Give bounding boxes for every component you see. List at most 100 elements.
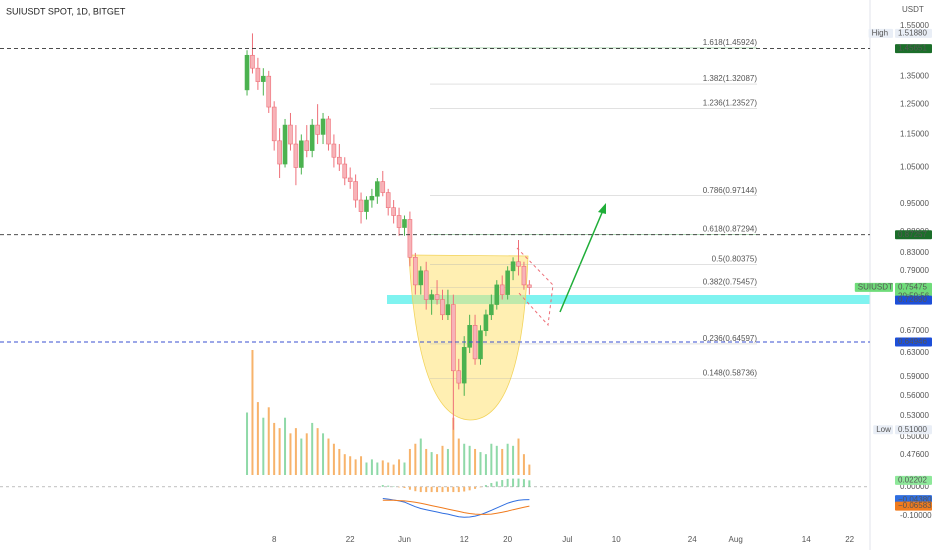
x-tick-label: 22 (346, 535, 355, 544)
volume-bar (370, 459, 373, 475)
price-label: 0.64946 (898, 337, 927, 346)
volume-bar (430, 452, 433, 475)
volume-bar (332, 443, 335, 475)
volume-bar (490, 443, 493, 475)
x-tick-label: 20 (503, 535, 512, 544)
volume-bar (512, 445, 515, 475)
candle-body (413, 256, 418, 286)
candle-body (375, 181, 380, 197)
macd-hist (484, 485, 487, 487)
candle-body (478, 330, 483, 360)
candle-body (407, 219, 413, 258)
y-tick-label: 0.50000 (900, 432, 929, 441)
macd-hist (387, 485, 390, 487)
macd-hist (479, 486, 482, 488)
price-tag-box (868, 28, 893, 38)
x-tick-label: Aug (729, 535, 743, 544)
y-tick-label: 0.56000 (900, 391, 929, 400)
fib-label: 1.236(1.23527) (703, 99, 758, 108)
fib-label: 1.618(1.45924) (703, 38, 758, 47)
price-box (895, 230, 932, 240)
volume-bar (256, 402, 259, 475)
candle-body (445, 304, 451, 316)
candle-body (331, 143, 337, 158)
price-box (895, 425, 932, 435)
candle-body (364, 199, 369, 212)
candle-body (483, 314, 489, 331)
candle-body (494, 284, 500, 305)
price-label: 0.87257 (898, 230, 927, 239)
volume-bar (425, 448, 428, 475)
candle-body (418, 270, 424, 286)
volume-bar (322, 433, 325, 475)
fib-label: 0.786(0.97144) (703, 186, 758, 195)
price-tag-box (873, 425, 893, 435)
candle-body (250, 54, 255, 69)
y-tick-label: 0.79000 (900, 266, 929, 275)
support-zone (387, 295, 870, 304)
y-tick-label: 0.95000 (900, 199, 929, 208)
candle-body (516, 261, 521, 267)
y-tick-label: 0.47600 (900, 450, 929, 459)
macd-hist (512, 478, 515, 487)
candle-body (358, 199, 364, 212)
y-tick-label: 1.25000 (900, 99, 929, 108)
candle-body (391, 207, 396, 216)
price-tag: High (872, 28, 888, 37)
candle-body (337, 156, 342, 165)
volume-bar (381, 460, 384, 475)
macd-hist (419, 486, 422, 493)
candle-body (521, 265, 527, 286)
volume-bar (262, 417, 265, 475)
candle-body (385, 192, 391, 208)
price-box (895, 501, 932, 511)
macd-hist (528, 480, 531, 487)
x-tick-label: 8 (272, 535, 277, 544)
y-tick-label: 0.53000 (900, 411, 929, 420)
macd-line (382, 498, 530, 518)
price-box (895, 44, 932, 54)
volume-bar (501, 448, 504, 475)
candle-body (527, 284, 532, 288)
volume-bar (365, 462, 368, 475)
volume-bar (474, 448, 477, 475)
volume-bar (403, 462, 406, 475)
candle-body (489, 304, 494, 316)
macd-hist (425, 486, 428, 493)
macd-hist (517, 478, 520, 487)
candle-body (461, 347, 467, 384)
candle-body (380, 181, 386, 193)
macd-hist (452, 486, 455, 493)
price-box (895, 28, 932, 38)
macd-hist (446, 486, 449, 492)
volume-bar (267, 407, 270, 475)
price-label: −0.06583 (898, 501, 932, 510)
candle-body (244, 54, 250, 91)
candle-body (429, 294, 434, 300)
fib-label: 0.5(0.80375) (712, 255, 758, 264)
price-box (895, 337, 932, 347)
candle-body (499, 284, 505, 295)
volume-bar (338, 448, 341, 475)
y-tick-label: 0.83000 (900, 248, 929, 257)
volume-bar (392, 464, 395, 475)
macd-hist (463, 486, 466, 492)
volume-bar (506, 443, 509, 475)
volume-bar (446, 448, 449, 475)
candle-body (440, 299, 445, 316)
volume-bar (441, 445, 444, 475)
macd-hist (522, 479, 525, 487)
candle-body (396, 215, 402, 228)
candle-body (402, 219, 407, 228)
volume-bar (316, 428, 319, 475)
volume-bar (479, 452, 482, 475)
macd-hist (501, 480, 504, 487)
macd-hist (381, 485, 384, 487)
candle-body (510, 261, 516, 272)
volume-bar (398, 459, 401, 475)
price-label: 0.02202 (898, 475, 927, 484)
candle-body (293, 143, 299, 168)
macd-hist (468, 486, 471, 491)
y-tick-label: 0.67000 (900, 326, 929, 335)
arrow (559, 207, 605, 313)
